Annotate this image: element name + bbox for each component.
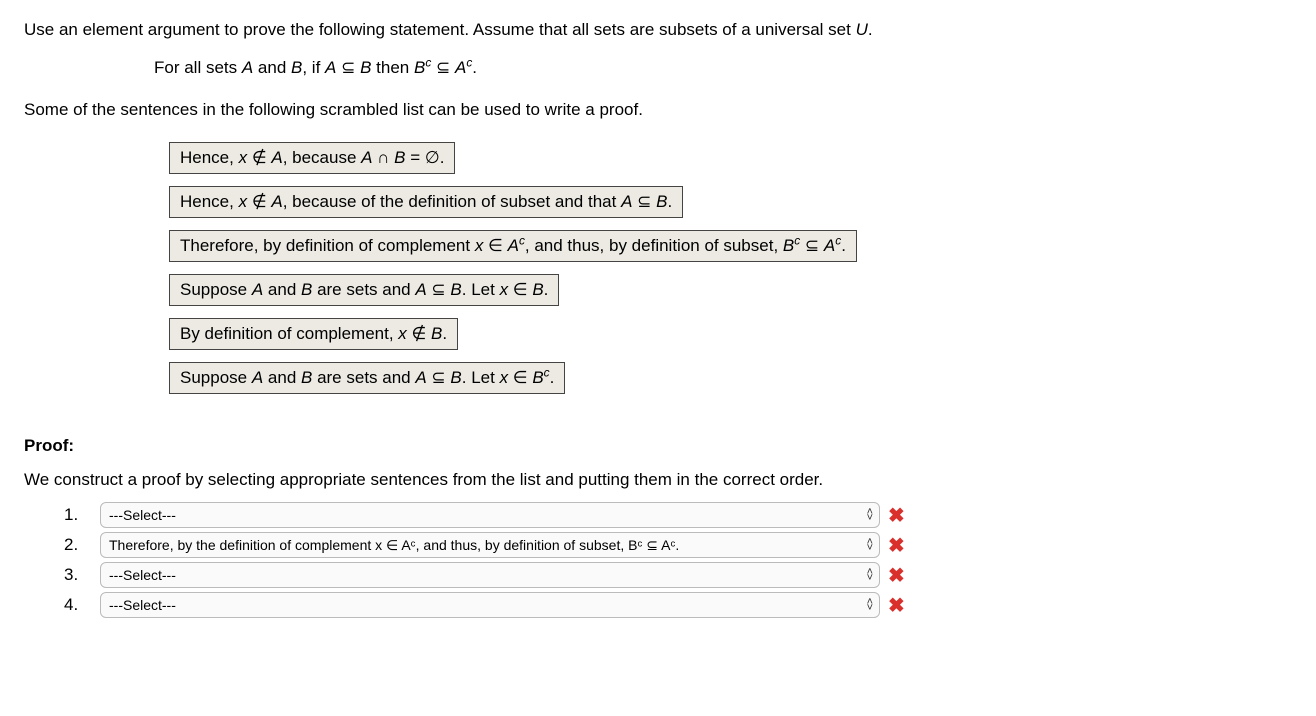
statement-text: For all sets A and B, if A ⊆ B then Bc ⊆… xyxy=(154,58,1292,78)
var-B2: B xyxy=(360,58,371,77)
chevron-updown-icon: ˄˅ xyxy=(867,599,873,611)
var-U: U xyxy=(856,20,868,39)
select-value: ---Select--- xyxy=(109,567,176,583)
sentence-box-1: Hence, x ∉ A, because A ∩ B = ∅. xyxy=(169,142,455,174)
select-step-3[interactable]: ---Select--- ˄˅ xyxy=(100,562,880,588)
wrong-icon: ✖ xyxy=(888,503,905,528)
sentence-box-3: Therefore, by definition of complement x… xyxy=(169,230,857,262)
select-step-4[interactable]: ---Select--- ˄˅ xyxy=(100,592,880,618)
var-A2: A xyxy=(325,58,336,77)
sentence-box-5: By definition of complement, x ∉ B. xyxy=(169,318,458,350)
wrong-icon: ✖ xyxy=(888,593,905,618)
step-number: 2. xyxy=(64,535,100,555)
subset1: ⊆ xyxy=(336,58,360,77)
stmt-prefix: For all sets xyxy=(154,58,242,77)
chevron-updown-icon: ˄˅ xyxy=(867,569,873,581)
proof-heading: Proof: xyxy=(24,436,1292,456)
then-text: then xyxy=(371,58,414,77)
select-value: ---Select--- xyxy=(109,597,176,613)
var-Bc: B xyxy=(414,58,425,77)
chevron-updown-icon: ˄˅ xyxy=(867,509,873,521)
proof-steps: 1. ---Select--- ˄˅ ✖ 2. Therefore, by th… xyxy=(64,502,1292,618)
and-text: and xyxy=(253,58,291,77)
select-step-2[interactable]: Therefore, by the definition of compleme… xyxy=(100,532,880,558)
select-step-1[interactable]: ---Select--- ˄˅ xyxy=(100,502,880,528)
instruction-text: Use an element argument to prove the fol… xyxy=(24,20,1292,40)
intro-end: . xyxy=(868,20,873,39)
lead-text: Some of the sentences in the following s… xyxy=(24,100,1292,120)
proof-row-3: 3. ---Select--- ˄˅ ✖ xyxy=(64,562,1292,588)
wrong-icon: ✖ xyxy=(888,533,905,558)
var-A: A xyxy=(242,58,253,77)
chevron-updown-icon: ˄˅ xyxy=(867,539,873,551)
proof-row-2: 2. Therefore, by the definition of compl… xyxy=(64,532,1292,558)
var-Ac: A xyxy=(455,58,466,77)
step-number: 4. xyxy=(64,595,100,615)
sentence-box-2: Hence, x ∉ A, because of the definition … xyxy=(169,186,683,218)
intro-text: Use an element argument to prove the fol… xyxy=(24,20,856,39)
sentence-box-4: Suppose A and B are sets and A ⊆ B. Let … xyxy=(169,274,559,306)
proof-row-1: 1. ---Select--- ˄˅ ✖ xyxy=(64,502,1292,528)
scrambled-list: Hence, x ∉ A, because A ∩ B = ∅. Hence, … xyxy=(169,142,1292,406)
select-value: Therefore, by the definition of compleme… xyxy=(109,537,679,554)
sentence-box-6: Suppose A and B are sets and A ⊆ B. Let … xyxy=(169,362,565,394)
var-B: B xyxy=(291,58,302,77)
wrong-icon: ✖ xyxy=(888,563,905,588)
step-number: 3. xyxy=(64,565,100,585)
select-value: ---Select--- xyxy=(109,507,176,523)
period: . xyxy=(472,58,477,77)
subset2: ⊆ xyxy=(431,58,455,77)
proof-row-4: 4. ---Select--- ˄˅ ✖ xyxy=(64,592,1292,618)
step-number: 1. xyxy=(64,505,100,525)
proof-intro: We construct a proof by selecting approp… xyxy=(24,470,1292,490)
if-text: , if xyxy=(302,58,325,77)
